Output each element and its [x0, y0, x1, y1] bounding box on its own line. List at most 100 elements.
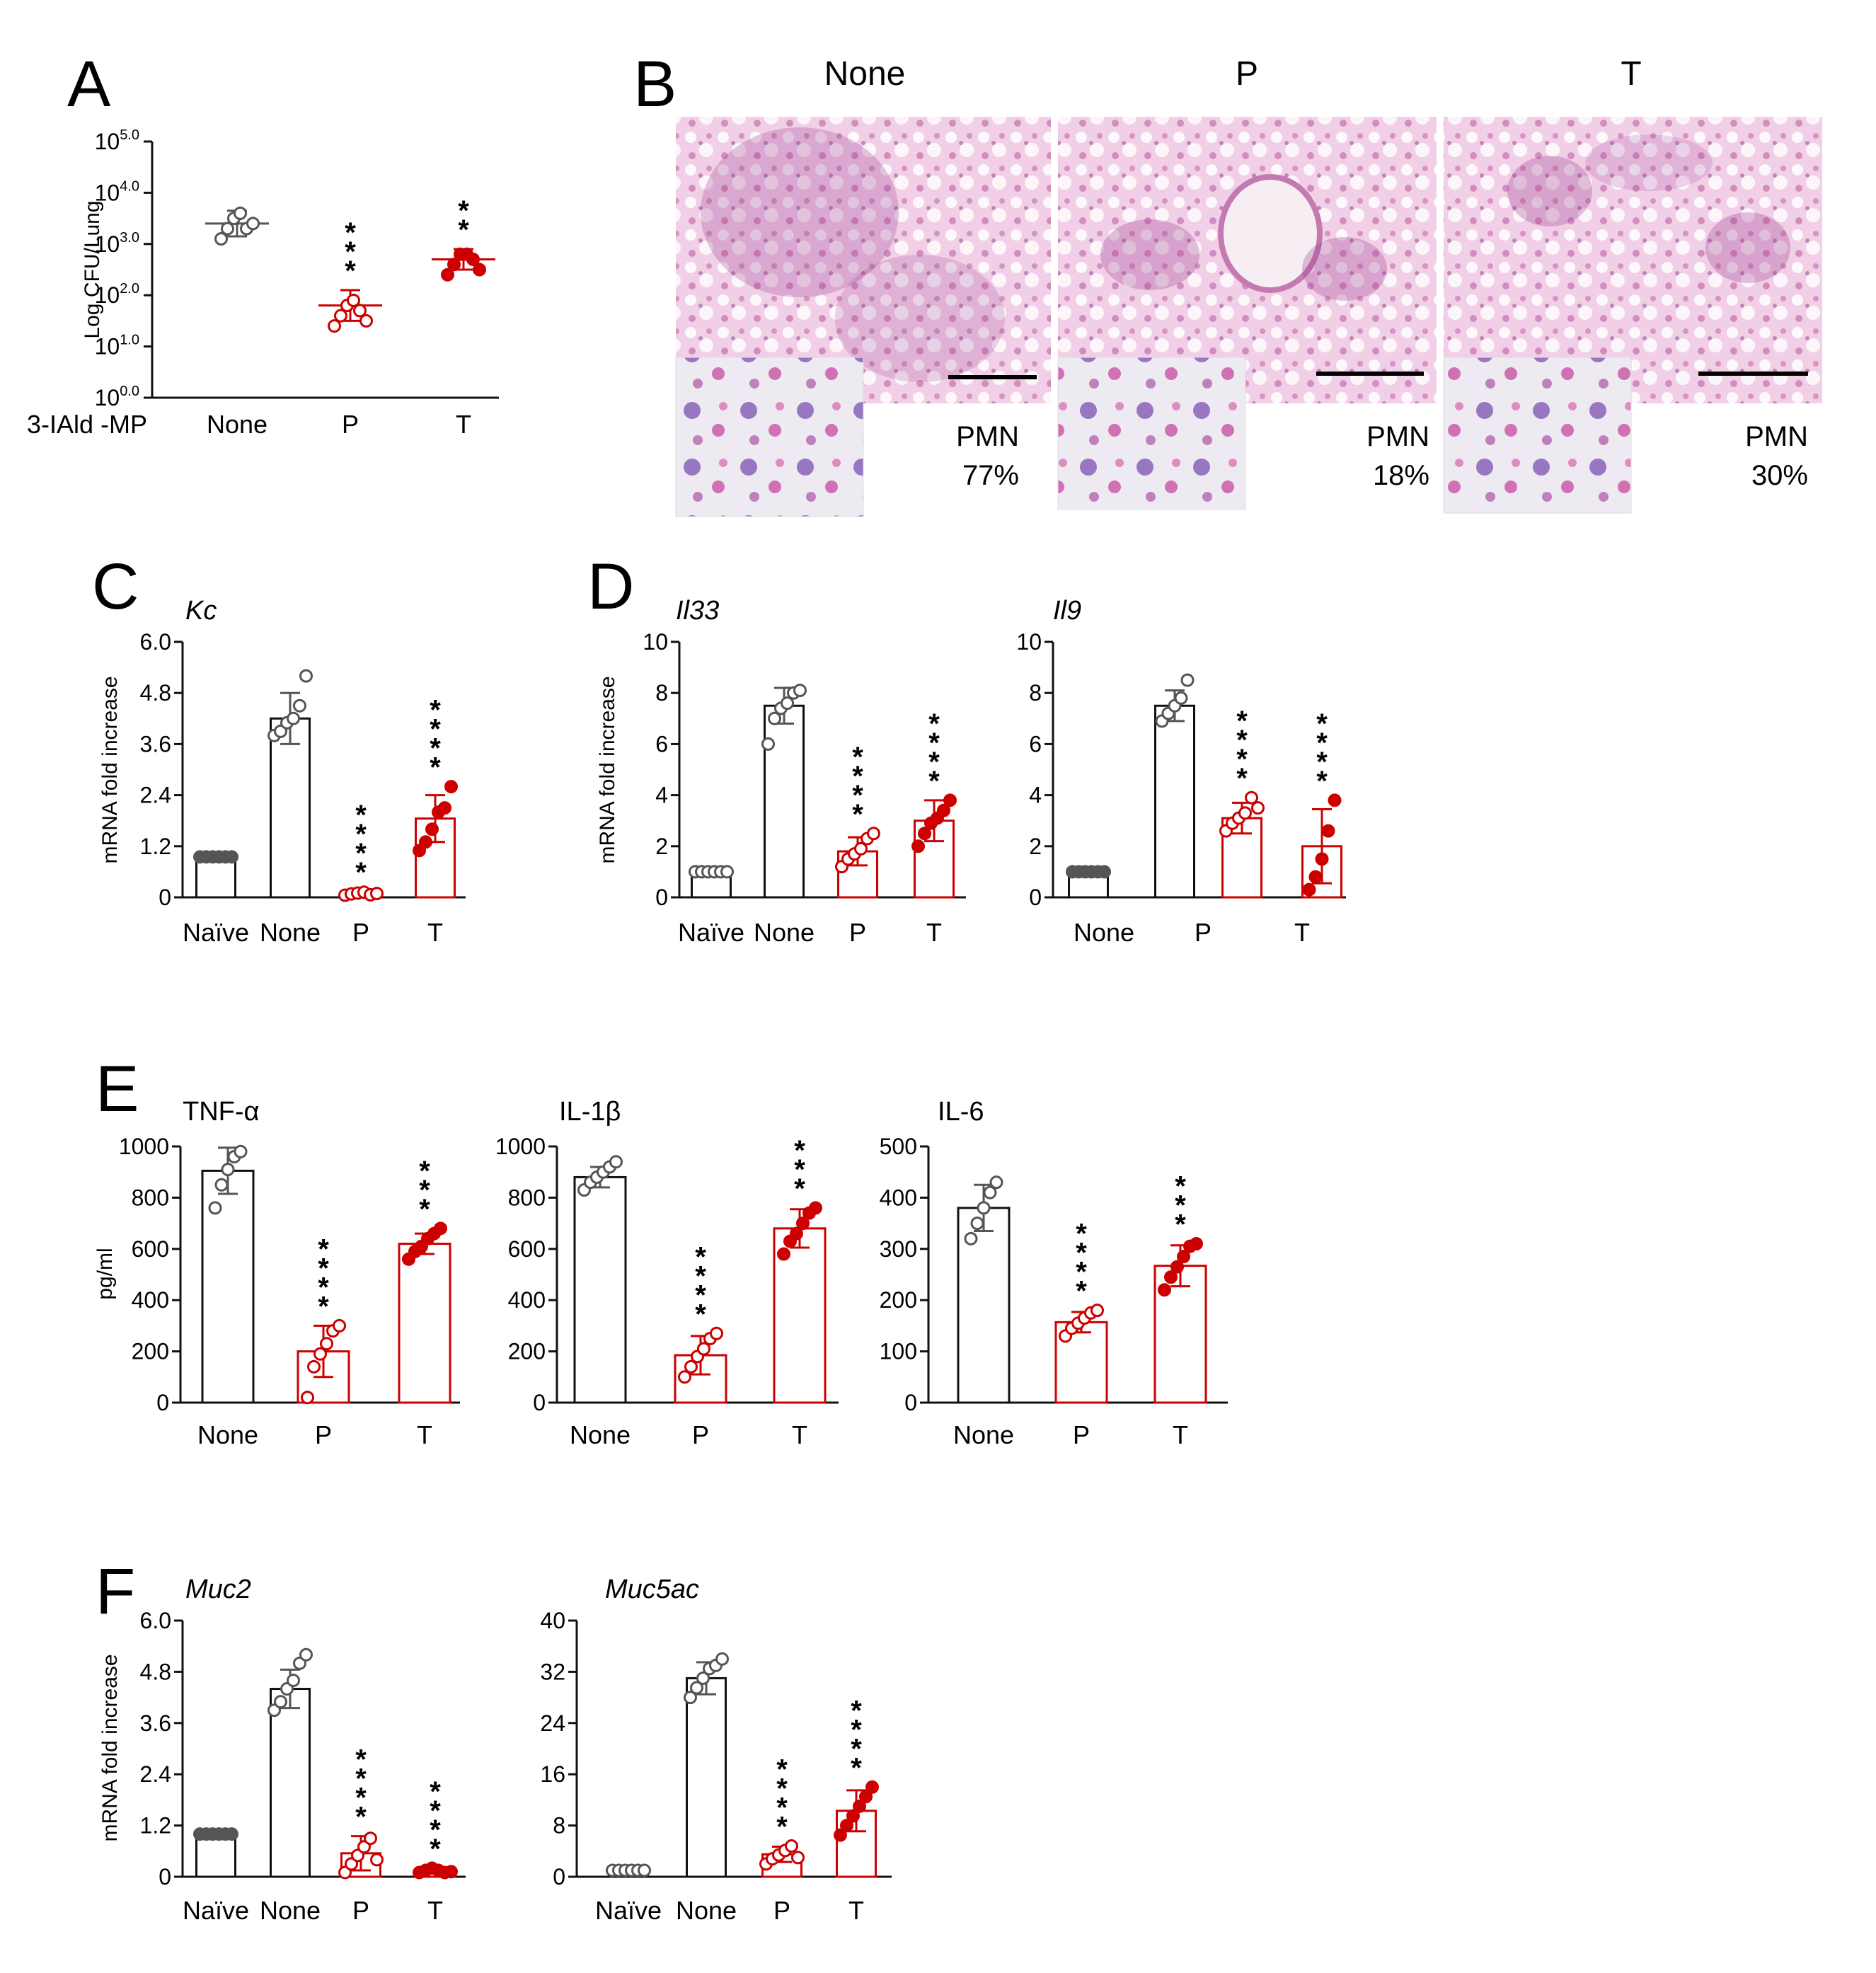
y-tick-label: 0: [533, 1390, 546, 1415]
panel-label-e: E: [96, 1053, 139, 1125]
y-tick-label: 2: [655, 834, 668, 859]
x-category-label: P: [1073, 1420, 1090, 1449]
significance-star: *: [345, 236, 356, 268]
data-point: [1308, 870, 1323, 884]
data-point: [246, 217, 260, 231]
data-point: [1245, 790, 1258, 805]
data-point: [208, 1201, 222, 1215]
y-tick-label: 2.4: [140, 783, 171, 808]
panel-label-b: B: [633, 48, 677, 120]
data-point: [983, 1185, 997, 1200]
data-point: [834, 1828, 847, 1842]
significance-star: *: [430, 733, 441, 764]
data-point: [781, 696, 794, 711]
y-tick-label: 6: [1029, 731, 1042, 757]
y-tick-label: 4.8: [140, 680, 171, 706]
significance-star: *: [430, 1834, 441, 1865]
x-category-label: Naïve: [595, 1896, 662, 1925]
y-tick-label: 1.2: [140, 1813, 171, 1839]
x-category-label: None: [570, 1420, 631, 1449]
data-point: [777, 1247, 790, 1261]
data-point: [214, 232, 228, 246]
histology-t: [1444, 117, 1822, 403]
data-point: [347, 293, 360, 307]
x-category-label: P: [692, 1420, 709, 1449]
y-tick-label: 40: [540, 1608, 565, 1633]
significance-star: *: [318, 1291, 329, 1322]
y-axis-label: mRNA fold increase: [98, 1654, 122, 1841]
x-category-label: P: [352, 1896, 369, 1925]
data-point: [793, 684, 807, 698]
significance-star: *: [1236, 763, 1248, 794]
data-point: [1302, 882, 1316, 897]
x-category-label: P: [315, 1420, 332, 1449]
data-point: [1164, 1270, 1178, 1284]
significance-star: *: [355, 838, 367, 869]
data-point: [989, 1175, 1003, 1190]
chart-title: Muc5ac: [605, 1575, 699, 1604]
y-tick-label: 0: [159, 1864, 171, 1889]
data-point: [791, 1851, 805, 1865]
data-point: [287, 711, 300, 725]
data-point: [313, 1347, 327, 1361]
data-point: [274, 1695, 287, 1709]
y-axis-label: mRNA fold increase: [596, 676, 619, 863]
data-point: [434, 1221, 447, 1236]
y-tick-label: 3.6: [140, 731, 171, 757]
significance-star: *: [430, 695, 441, 726]
significance-star: *: [1316, 727, 1328, 759]
significance-star: *: [695, 1260, 706, 1292]
y-axis-label: Log CFU/Lung: [81, 200, 104, 338]
significance-star: *: [458, 195, 469, 226]
data-point: [364, 1831, 377, 1846]
panel-label-f: F: [96, 1555, 135, 1628]
significance-star: *: [430, 1814, 441, 1846]
y-tick-label: 6.0: [140, 629, 171, 655]
y-tick-label: 800: [132, 1185, 169, 1210]
significance-star: *: [419, 1175, 430, 1206]
significance-star: *: [852, 742, 863, 773]
significance-star: *: [1076, 1276, 1087, 1307]
pmn-value-p: 18%: [1373, 460, 1429, 491]
y-tick-label: 0: [156, 1390, 169, 1415]
significance-star: *: [851, 1752, 862, 1783]
data-point: [1190, 1237, 1203, 1251]
significance-star: *: [928, 747, 940, 778]
data-point: [1170, 1260, 1184, 1274]
y-tick-label: 0: [553, 1864, 565, 1889]
significance-star: *: [355, 857, 367, 888]
x-category-label: T: [1294, 918, 1310, 947]
data-point: [419, 835, 432, 849]
y-tick-label: 1.2: [140, 834, 171, 859]
significance-star: *: [1076, 1219, 1087, 1250]
y-tick-label: 104.0: [95, 178, 139, 205]
data-point: [225, 1827, 238, 1841]
histology-header-none: None: [824, 55, 906, 93]
data-point: [1251, 801, 1265, 815]
y-tick-label: 2.4: [140, 1761, 171, 1787]
significance-star: *: [852, 780, 863, 811]
data-point: [307, 1359, 321, 1374]
y-tick-label: 500: [880, 1134, 917, 1159]
x-category-label: Naïve: [678, 918, 744, 947]
x-category-label: T: [417, 1420, 432, 1449]
data-point: [609, 1155, 623, 1169]
significance-star: *: [345, 217, 356, 248]
y-tick-label: 800: [508, 1185, 546, 1210]
y-tick-label: 600: [508, 1236, 546, 1262]
y-tick-label: 4: [655, 783, 668, 808]
data-point: [918, 827, 931, 841]
significance-star: *: [695, 1279, 706, 1311]
x-category-label: Naïve: [183, 1896, 249, 1925]
y-tick-label: 8: [655, 680, 668, 706]
data-point: [846, 1809, 860, 1823]
y-tick-label: 32: [540, 1659, 565, 1684]
data-point: [809, 1201, 822, 1215]
panel-label-d: D: [587, 551, 634, 623]
x-category-label: None: [207, 410, 267, 439]
y-tick-label: 4.8: [140, 1659, 171, 1684]
chart-title: Muc2: [185, 1575, 251, 1604]
significance-star: *: [430, 752, 441, 783]
